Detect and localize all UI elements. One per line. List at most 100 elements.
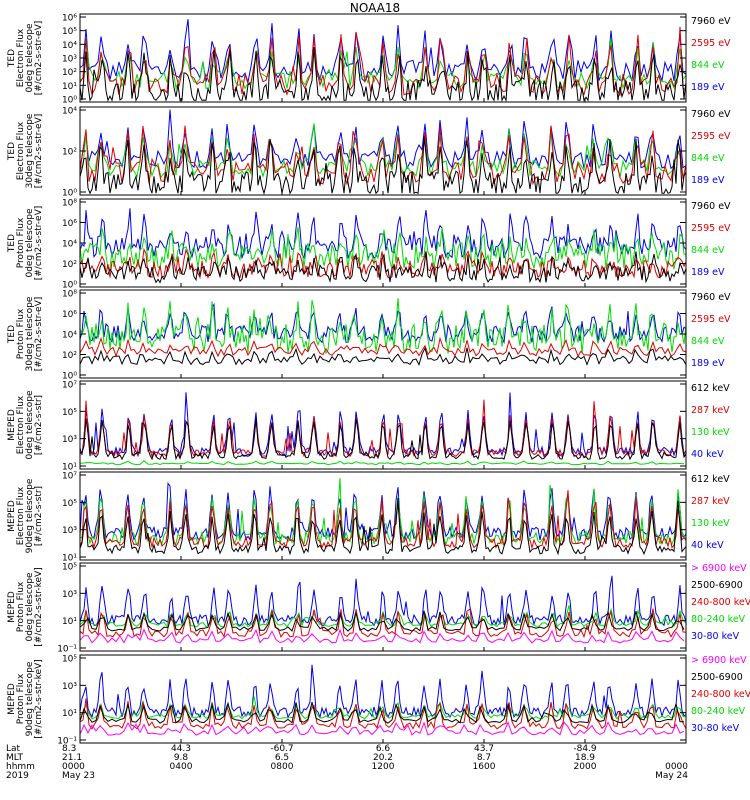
y-tick-label: 10²	[62, 351, 77, 361]
y-axis-label: Electron Flux	[16, 121, 26, 180]
y-axis-label: [#/cm2-s-str-keV]	[34, 659, 44, 738]
legend-entry: > 6900 keV	[691, 563, 747, 574]
y-tick-label: 10¹	[62, 617, 77, 627]
series-black-6	[80, 497, 686, 556]
y-tick-label: 10⁰	[62, 189, 77, 199]
y-axis-label: TED	[7, 325, 17, 344]
y-tick-label: 10¹	[62, 709, 77, 719]
y-axis-label: 0deg telescope	[25, 390, 35, 460]
y-tick-label: 10²	[62, 68, 77, 78]
y-axis-label: Electron Flux	[16, 395, 26, 454]
legend-entry: 7960 eV	[691, 201, 731, 212]
y-tick-label: 10⁸	[62, 199, 77, 209]
y-tick-label: 10⁵	[62, 563, 77, 573]
legend-entry: 7960 eV	[691, 109, 731, 120]
y-tick-label: 10⁻¹	[57, 737, 77, 747]
x-tick-label-lat: -84.9	[573, 744, 597, 754]
y-axis-label: 30deg telescope	[25, 296, 35, 371]
x-tick-label-hhmm: 2000	[574, 762, 597, 772]
series-red-3	[80, 247, 686, 280]
panel-8: 10⁵ 10³ 10¹ 10⁻¹ MEPED Proton Flux 90deg teles…	[7, 654, 750, 747]
series-red-7	[80, 608, 686, 639]
legend-entry: 189 eV	[691, 82, 725, 93]
legend-entry: 189 eV	[691, 267, 725, 278]
series-blue-8	[80, 664, 686, 719]
y-axis-label: MEPED	[7, 409, 17, 441]
series-black-8	[80, 701, 685, 724]
y-axis-label: Electron Flux	[16, 486, 26, 545]
y-tick-label: 10³	[62, 55, 77, 65]
y-axis-label: [#/cm2-s-str]	[34, 486, 44, 546]
y-tick-label: 10⁰	[62, 281, 77, 291]
y-tick-label: 10¹	[62, 554, 77, 564]
panel-2: 10⁴ 10² 10⁰ TED Electron Flux 30deg telescope…	[7, 106, 731, 199]
y-axis-label: [#/cm2-s-str]	[34, 395, 44, 455]
panel-5: 10⁷ 10⁵ 10³ 10¹ MEPED Electron Flux 0deg teles…	[7, 380, 730, 473]
series-red-1	[80, 26, 686, 97]
series-red-8	[80, 698, 686, 730]
legend-entry: 40 keV	[691, 449, 724, 460]
legend-entry: 844 eV	[691, 245, 725, 256]
legend-entry: 189 eV	[691, 358, 725, 369]
panel-4: 10⁸ 10⁶ 10⁴ 10² 10⁰ TED Proton Flux 30deg teles…	[7, 289, 731, 382]
series-black-5	[80, 418, 686, 461]
legend-entry: 240-800 keV	[691, 597, 750, 608]
x-tick-label-mlt: 20.2	[373, 753, 393, 763]
x-tick-label-lat: 6.6	[376, 744, 391, 754]
y-axis-label: [#/cm2-s-str-eV]	[34, 21, 44, 96]
panel-1: 10⁶ 10⁵ 10⁴ 10³ 10² 10¹ 10⁰ TED Electron Flux 0de…	[7, 13, 731, 106]
x-row-label: Lat	[6, 744, 21, 754]
y-tick-label: 10²	[62, 148, 77, 158]
y-tick-label: 10⁴	[62, 240, 77, 250]
series-green-3	[80, 227, 686, 270]
x-row-label: 2019	[6, 771, 29, 781]
y-tick-label: 10¹	[62, 463, 77, 473]
legend-entry: 844 eV	[691, 60, 725, 71]
legend-entry: 612 keV	[691, 474, 730, 485]
y-axis-label: 0deg telescope	[25, 23, 35, 93]
legend-entry: 30-80 keV	[691, 723, 740, 734]
y-tick-label: 10⁵	[62, 408, 77, 418]
series-blue-4	[80, 302, 686, 345]
y-axis-label: [#/cm2-s-str-eV]	[34, 114, 44, 189]
y-axis-label: TED	[7, 49, 17, 68]
legend-entry: 2595 eV	[691, 131, 731, 142]
legend-entry: 130 keV	[691, 427, 730, 438]
legend-entry: 287 keV	[691, 496, 730, 507]
legend-entry: 2595 eV	[691, 314, 731, 325]
y-tick-label: 10²	[62, 260, 77, 270]
series-red-2	[80, 125, 686, 186]
x-tick-label-lat: 8.3	[62, 744, 76, 754]
y-tick-label: 10³	[62, 526, 77, 536]
legend-entry: 2595 eV	[691, 223, 731, 234]
y-axis-label: TED	[7, 142, 17, 161]
legend-entry: 240-800 keV	[691, 689, 750, 700]
legend-entry: 130 keV	[691, 518, 730, 529]
y-tick-label: 10⁴	[62, 107, 77, 117]
y-axis-label: Proton Flux	[16, 308, 26, 359]
y-tick-label: 10⁵	[62, 27, 77, 37]
y-axis-label: [#/cm2-s-str-eV]	[34, 206, 44, 281]
page-title: NOAA18	[349, 1, 401, 15]
x-tick-label-mlt: 6.5	[275, 753, 289, 763]
y-tick-label: 10⁷	[62, 472, 77, 482]
x-tick-label-date: May 23	[62, 771, 95, 781]
x-tick-label-mlt: 9.8	[174, 753, 189, 763]
y-tick-label: 10⁶	[62, 310, 77, 320]
x-tick-label-lat: 44.3	[171, 744, 191, 754]
y-axis-label: Proton Flux	[16, 581, 26, 632]
legend-entry: 844 eV	[691, 336, 725, 347]
x-tick-label-mlt: 18.9	[575, 753, 595, 763]
y-tick-label: 10⁵	[62, 499, 77, 509]
y-tick-label: 10⁰	[62, 96, 77, 106]
x-tick-label-date: May 24	[655, 771, 688, 781]
legend-entry: 844 eV	[691, 153, 725, 164]
x-tick-label-hhmm: 1600	[473, 762, 496, 772]
y-axis-label: 0deg telescope	[25, 572, 35, 642]
series-green-5	[80, 460, 685, 466]
legend-entry: 80-240 keV	[691, 614, 746, 625]
y-tick-label: 10¹	[62, 82, 77, 92]
x-tick-label-hhmm: 0000	[665, 762, 688, 772]
x-row-label: MLT	[6, 753, 24, 763]
x-row-label: hhmm	[6, 762, 35, 772]
